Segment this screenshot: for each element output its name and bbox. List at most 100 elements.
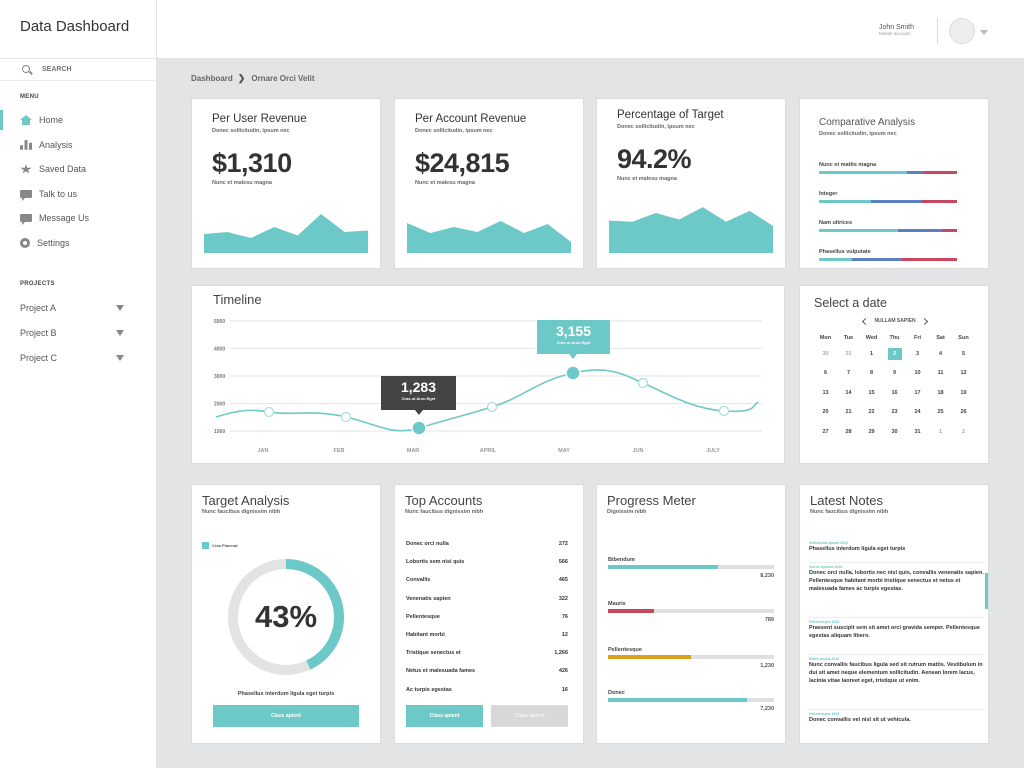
target-action-button[interactable]: Class aptent	[213, 705, 359, 727]
chevron-down-icon[interactable]	[116, 329, 124, 336]
chevron-down-icon[interactable]	[980, 30, 988, 35]
table-row[interactable]: Habitant morbi 12	[406, 632, 568, 650]
calendar-day[interactable]: 19	[952, 383, 975, 403]
calendar-day[interactable]: 2	[952, 422, 975, 442]
calendar-day-number: 30	[822, 350, 829, 357]
table-row[interactable]: Donec orci nulla 272	[406, 541, 568, 559]
bar-chart-icon	[20, 139, 32, 150]
calendar-day[interactable]: 20	[814, 403, 837, 423]
timeline-chart: 5000 4000 3000 2000 1000 JAN FEB MAR APRIL MAY JUN…	[214, 319, 762, 454]
calendar-day[interactable]: 7	[837, 364, 860, 384]
calendar-day[interactable]: 31	[906, 422, 929, 442]
calendar-day-number: 27	[822, 428, 829, 435]
calendar-day-number: 28	[845, 428, 852, 435]
table-row[interactable]: Convallis 465	[406, 577, 568, 595]
card-subtitle: Nunc faucibus dignissim nibh	[405, 509, 484, 515]
calendar-day[interactable]: 1	[929, 422, 952, 442]
sidebar-item-talk-to-us[interactable]: Talk to us	[0, 182, 156, 207]
calendar-day[interactable]: 30	[814, 344, 837, 364]
accounts-primary-button[interactable]: Class aptent	[406, 705, 483, 727]
account-value: 566	[558, 559, 568, 566]
project-item-c[interactable]: Project C	[0, 345, 156, 370]
search-bar[interactable]	[0, 59, 156, 81]
comparative-label: Nunc et mattis magna	[819, 162, 877, 168]
calendar-day[interactable]: 4	[929, 344, 952, 364]
calendar-day[interactable]: 8	[860, 364, 883, 384]
sidebar-item-saved-data[interactable]: Saved Data	[0, 157, 156, 182]
chevron-right-icon[interactable]	[920, 317, 928, 325]
calendar-day-number: 29	[868, 428, 875, 435]
calendar-day[interactable]: 12	[952, 364, 975, 384]
calendar-day[interactable]: 26	[952, 403, 975, 423]
calendar-day[interactable]: 27	[814, 422, 837, 442]
account-name: Lobortis sem nisi quis	[406, 559, 465, 566]
sidebar-item-settings[interactable]: Settings	[0, 231, 156, 256]
notes-scrollbar[interactable]	[985, 573, 988, 609]
calendar-day[interactable]: 28	[837, 422, 860, 442]
calendar-day[interactable]: 3	[906, 344, 929, 364]
calendar-day[interactable]: 5	[952, 344, 975, 364]
table-row[interactable]: Netus et malesuada fames 426	[406, 668, 568, 686]
sidebar-item-analysis[interactable]: Analysis	[0, 133, 156, 158]
gear-icon	[20, 237, 30, 248]
calendar-day[interactable]: 13	[814, 383, 837, 403]
y-tick-label: 1000	[214, 429, 225, 435]
user-name: John Smith	[878, 24, 914, 31]
breadcrumb-root[interactable]: Dashboard	[191, 74, 233, 83]
calendar-day[interactable]: 9	[883, 364, 906, 384]
calendar-day[interactable]: 1	[860, 344, 883, 364]
list-item[interactable]: Pellentesque 2016 Praesent suscipit sem s…	[809, 620, 985, 655]
calendar-day[interactable]: 23	[883, 403, 906, 423]
app-title: Data Dashboard	[0, 0, 156, 59]
calendar-day-number: 30	[891, 428, 898, 435]
sidebar-item-message-us[interactable]: Message Us	[0, 206, 156, 231]
avatar[interactable]	[949, 18, 975, 44]
table-row[interactable]: Lobortis sem nisi quis 566	[406, 559, 568, 577]
list-item[interactable]: Pellentesque 2016 Donec convallis vel nis…	[809, 712, 985, 736]
project-item-a[interactable]: Project A	[0, 295, 156, 320]
calendar-day[interactable]: 16	[883, 383, 906, 403]
calendar-day[interactable]: 24	[906, 403, 929, 423]
comparative-label: Phasellus vulputate	[819, 249, 871, 255]
accounts-secondary-button[interactable]: Class aptent	[491, 705, 568, 727]
chevron-down-icon[interactable]	[116, 354, 124, 361]
calendar-day[interactable]: 6	[814, 364, 837, 384]
chevron-left-icon[interactable]	[862, 317, 870, 325]
sidebar-item-home[interactable]: Home	[0, 108, 156, 133]
note-date: Pellentesque 2016	[809, 620, 840, 624]
calendar-day[interactable]: 10	[906, 364, 929, 384]
calendar-day[interactable]: 17	[906, 383, 929, 403]
calendar-day[interactable]: 15	[860, 383, 883, 403]
donut-chart	[228, 559, 344, 675]
table-row[interactable]: Pellentesque 76	[406, 614, 568, 632]
calendar-day[interactable]: 29	[860, 422, 883, 442]
list-item[interactable]: Etiam iaculis 2016 Nunc convallis faucibu…	[809, 657, 985, 710]
calendar-day[interactable]: 22	[860, 403, 883, 423]
table-row[interactable]: Tristique senectus et 1,266	[406, 650, 568, 668]
x-tick-label: MAR	[407, 448, 420, 454]
user-info[interactable]: John Smith Master account	[879, 24, 914, 36]
sparkline-area	[204, 214, 368, 253]
note-text: Phasellus interdum ligula eget turpis	[809, 546, 906, 552]
project-item-b[interactable]: Project B	[0, 320, 156, 345]
search-input[interactable]	[42, 66, 142, 73]
calendar-day[interactable]: 11	[929, 364, 952, 384]
progress-item: Mauris 789	[608, 601, 774, 623]
calendar-day[interactable]: 30	[883, 422, 906, 442]
comparative-label: Nam ultrices	[819, 220, 853, 226]
kpi-value: $1,310	[212, 148, 292, 178]
calendar-day[interactable]: 18	[929, 383, 952, 403]
list-item[interactable]: Sollicitudin ipsum 2016 Phasellus interdu…	[809, 541, 985, 563]
table-row[interactable]: Ac turpis egestas 16	[406, 687, 568, 705]
table-row[interactable]: Venenatis sapien 322	[406, 596, 568, 614]
calendar-day[interactable]: 31	[837, 344, 860, 364]
list-item[interactable]: Sed id egestas 2016 Donec orci nulla, lob…	[809, 565, 985, 618]
calendar-day[interactable]: 2	[883, 344, 906, 364]
projects-heading: PROJECTS	[20, 281, 55, 287]
calendar-day[interactable]: 25	[929, 403, 952, 423]
calendar-day[interactable]: 14	[837, 383, 860, 403]
progress-item: Bibendum 8,230	[608, 557, 774, 579]
calendar-day[interactable]: 21	[837, 403, 860, 423]
comparative-row: Integer	[819, 191, 968, 203]
chevron-down-icon[interactable]	[116, 304, 124, 311]
